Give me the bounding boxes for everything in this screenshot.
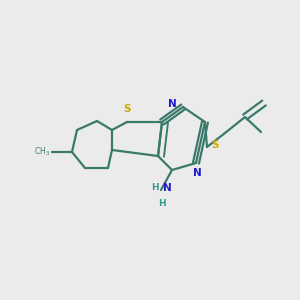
Text: N: N — [193, 167, 202, 178]
Text: N: N — [168, 99, 177, 109]
Text: CH$_3$: CH$_3$ — [34, 146, 50, 158]
Text: H: H — [151, 183, 159, 192]
Text: N: N — [164, 183, 172, 193]
Text: H: H — [158, 199, 166, 208]
Text: S: S — [212, 140, 219, 151]
Text: S: S — [123, 104, 131, 115]
